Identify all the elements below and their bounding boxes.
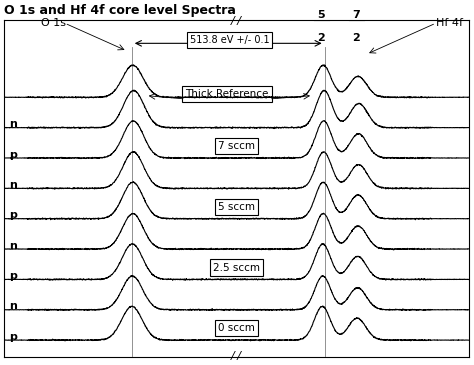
Text: 2: 2	[318, 33, 325, 43]
Text: 5: 5	[318, 10, 325, 20]
Text: Hf 4f: Hf 4f	[436, 18, 463, 28]
Text: 7: 7	[352, 10, 360, 20]
Text: 513.8 eV +/- 0.1: 513.8 eV +/- 0.1	[190, 35, 269, 45]
Text: p: p	[9, 271, 18, 281]
Text: p: p	[9, 332, 18, 342]
Text: n: n	[9, 119, 18, 129]
Text: n: n	[9, 180, 18, 190]
Text: 5 sccm: 5 sccm	[218, 202, 255, 212]
Text: / /: / /	[231, 351, 242, 361]
Text: 2: 2	[352, 33, 360, 43]
Text: O 1s and Hf 4f core level Spectra: O 1s and Hf 4f core level Spectra	[4, 4, 236, 17]
Text: 0 sccm: 0 sccm	[218, 323, 255, 333]
Text: p: p	[9, 150, 18, 160]
Text: n: n	[9, 301, 18, 311]
Text: O 1s: O 1s	[41, 18, 66, 28]
Text: Thick Reference: Thick Reference	[185, 89, 269, 99]
Text: 7 sccm: 7 sccm	[218, 141, 255, 151]
Text: 2.5 sccm: 2.5 sccm	[213, 262, 260, 273]
Text: / /: / /	[231, 16, 242, 26]
Text: p: p	[9, 210, 18, 220]
Text: n: n	[9, 241, 18, 251]
